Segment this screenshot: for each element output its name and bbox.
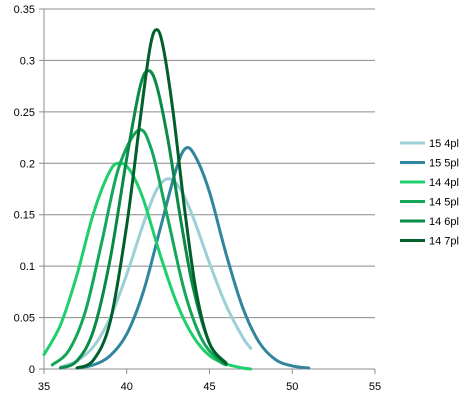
legend-item-15-5pl: 15 5pl <box>400 158 459 170</box>
y-tick-label: 0.2 <box>20 158 35 170</box>
y-tick-label: 0.3 <box>20 55 35 67</box>
y-tick-label: 0.1 <box>20 261 35 273</box>
legend: 15 4pl 15 5pl 14 4pl 14 5pl 14 6pl 14 7pl <box>400 138 459 248</box>
legend-item-14-5pl: 14 5pl <box>400 197 459 209</box>
gridlines <box>44 8 375 319</box>
legend-item-14-4pl: 14 4pl <box>400 177 459 189</box>
legend-item-14-7pl: 14 7pl <box>400 236 459 248</box>
legend-label: 15 4pl <box>429 138 459 150</box>
y-tick-label: 0.15 <box>14 210 35 222</box>
series-line-15-4pl <box>59 177 253 369</box>
y-tick-label: 0 <box>29 364 35 376</box>
x-tick-label: 55 <box>369 381 381 393</box>
legend-label: 14 5pl <box>429 197 459 209</box>
legend-label: 14 7pl <box>429 236 459 248</box>
legend-item-14-6pl: 14 6pl <box>400 216 459 228</box>
x-tick-label: 45 <box>203 381 215 393</box>
axes <box>39 8 376 374</box>
series-line-15-5pl <box>75 146 311 370</box>
series-line-14-6pl <box>59 69 228 370</box>
y-tick-label: 0.35 <box>14 4 35 16</box>
legend-label: 15 5pl <box>429 158 459 170</box>
x-tick-label: 35 <box>38 381 50 393</box>
x-tick-label: 40 <box>121 381 133 393</box>
legend-label: 14 6pl <box>429 216 459 228</box>
x-tick-labels: 35 40 45 50 55 <box>38 381 381 393</box>
y-tick-labels: 0 0.05 0.1 0.15 0.2 0.25 0.3 0.35 <box>14 4 35 376</box>
series-lines <box>42 28 311 371</box>
legend-item-15-4pl: 15 4pl <box>400 138 459 150</box>
y-tick-label: 0.25 <box>14 107 35 119</box>
legend-label: 14 4pl <box>429 177 459 189</box>
y-tick-label: 0.05 <box>14 313 35 325</box>
series-line-14-5pl <box>50 128 228 367</box>
x-tick-label: 50 <box>286 381 298 393</box>
series-line-14-7pl <box>75 28 228 370</box>
